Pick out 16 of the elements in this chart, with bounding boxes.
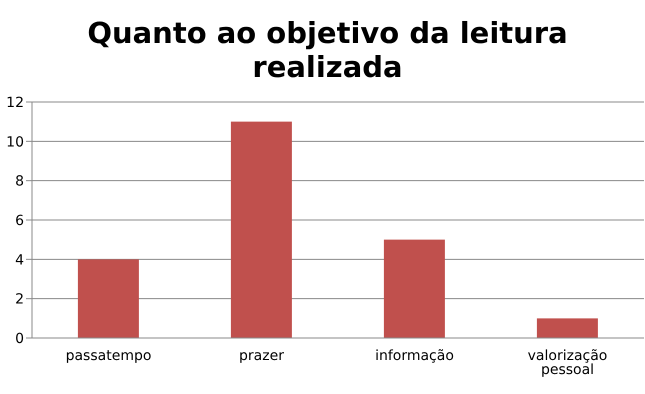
bar (230, 122, 292, 338)
x-tick-label: informação (375, 348, 454, 364)
x-tick-label: valorização pessoal (528, 348, 608, 378)
chart-title: Quanto ao objetivo da leitura realizada (86, 16, 569, 84)
bar (78, 259, 139, 338)
y-tick-label: 6 (15, 212, 24, 229)
bar (536, 318, 598, 338)
y-tick-label: 8 (15, 174, 24, 190)
y-tick-label: 0 (15, 330, 24, 347)
x-tick-label: prazer (239, 348, 284, 364)
y-tick-label: 12 (6, 94, 24, 111)
y-tick-label: 2 (15, 292, 24, 308)
bar (384, 240, 445, 338)
y-tick-label: 4 (15, 252, 24, 268)
x-tick-label: passatempo (66, 348, 152, 364)
y-tick-label: 10 (6, 134, 24, 150)
